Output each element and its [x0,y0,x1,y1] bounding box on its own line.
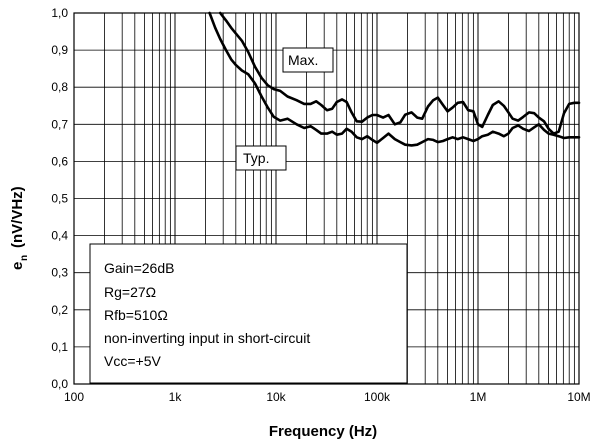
y-tick-label: 0,0 [51,377,68,391]
y-tick-label: 0,3 [51,266,68,280]
x-tick-label: 100k [364,390,391,404]
x-tick-labels: 100 1k 10k 100k 1M 10M [64,390,591,404]
y-tick-label: 0,7 [51,117,68,131]
x-tick-label: 10k [266,390,286,404]
condition-rg: Rg=27Ω [104,284,156,300]
x-tick-label: 1k [169,390,183,404]
series-line-typ [208,11,581,147]
condition-vcc: Vcc=+5V [104,353,161,369]
y-axis-title: e n (nV/VHz) [9,186,30,270]
typ-series-tag: Typ. [235,145,287,171]
y-axis-unit: (nV/VHz) [9,186,26,248]
series-lines [208,11,581,147]
x-tick-label: 10M [567,390,590,404]
y-tick-label: 0,5 [51,192,68,206]
typ-tag-text: Typ. [243,150,269,166]
max-tag-text: Max. [288,52,318,68]
y-tick-label: 0,4 [51,229,68,243]
max-series-tag: Max. [282,47,334,73]
x-axis-title: Frequency (Hz) [269,423,377,440]
y-axis-sub: n [19,255,30,261]
y-tick-label: 0,1 [51,340,68,354]
y-tick-label: 0,6 [51,154,68,168]
y-tick-label: 0,2 [51,303,68,317]
plot-frame [73,12,580,385]
x-tick-label: 100 [64,390,84,404]
y-tick-label: 0,8 [51,80,68,94]
conditions-box: Gain=26dB Rg=27Ω Rfb=510Ω non-inverting … [89,243,408,384]
y-tick-labels: 0,0 0,1 0,2 0,3 0,4 0,5 0,6 0,7 0,8 0,9 1,0 [51,6,68,391]
x-tick-label: 1M [470,390,487,404]
condition-input: non-inverting input in short-circuit [104,330,310,346]
y-tick-label: 1,0 [51,6,68,20]
y-tick-label: 0,9 [51,43,68,57]
y-axis-main: e [9,262,26,270]
series-line-max [218,11,581,135]
condition-gain: Gain=26dB [104,260,174,276]
condition-rfb: Rfb=510Ω [104,307,168,323]
